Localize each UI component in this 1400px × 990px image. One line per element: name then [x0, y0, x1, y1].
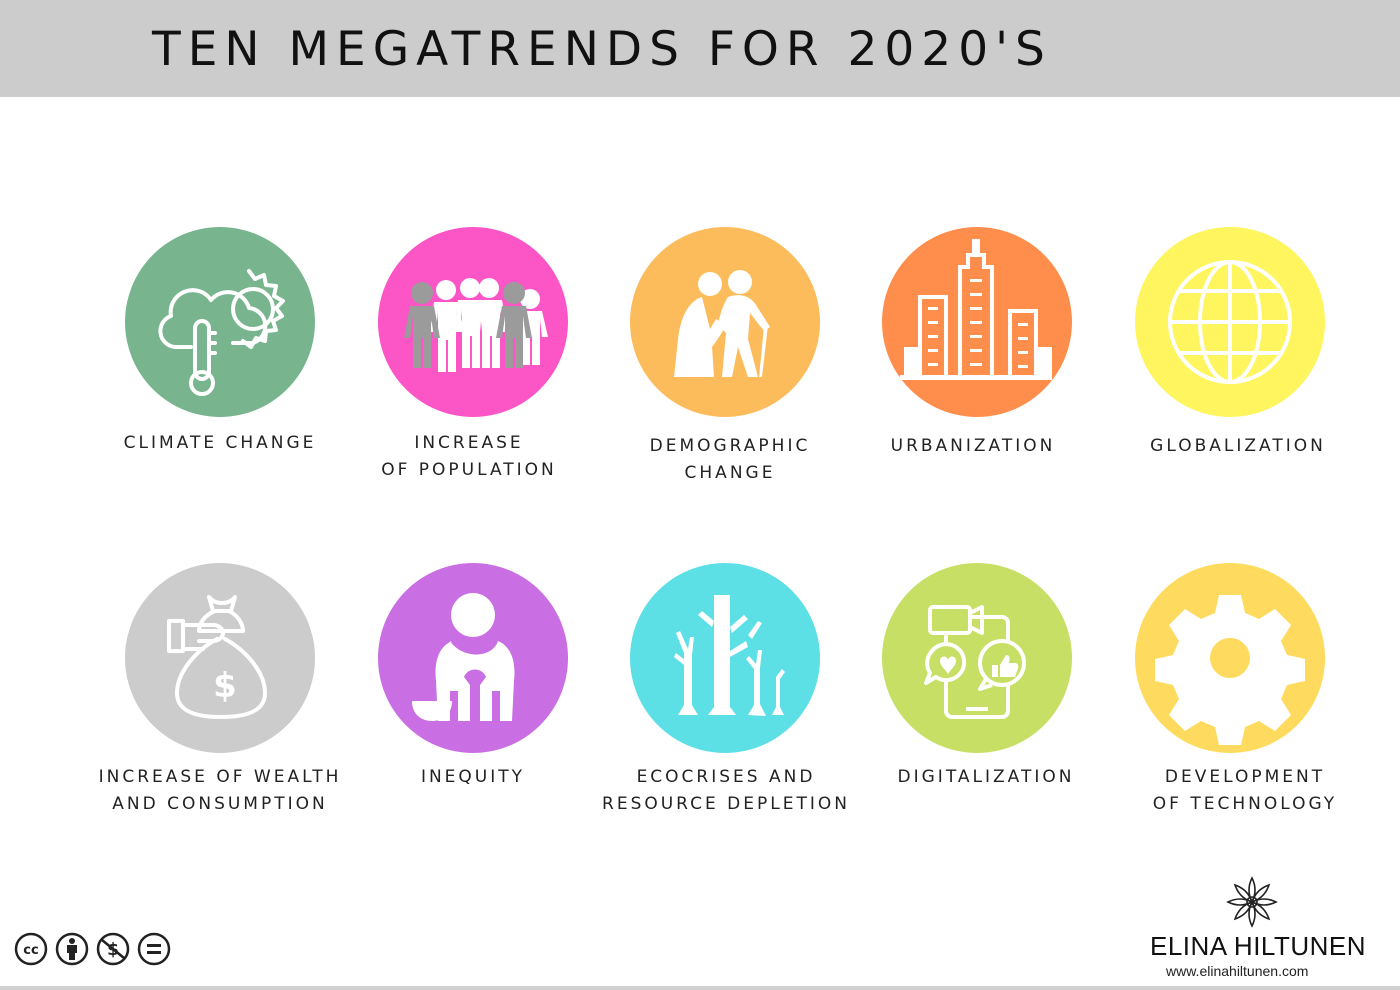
trend-circle-inequity: [378, 563, 568, 753]
gear-icon: [1155, 595, 1305, 745]
smartphone-social-icon: [924, 605, 1026, 719]
license-icons: cc $: [14, 932, 171, 966]
trend-circle-population: [378, 227, 568, 417]
trend-label-globalization: GLOBALIZATION: [1150, 436, 1326, 456]
trend-label-demographic-change: DEMOGRAPHIC CHANGE: [649, 436, 811, 483]
header-bar: [0, 0, 1400, 97]
brand-name: ELINA HILTUNEN: [1150, 931, 1367, 961]
brand-url: www.elinahiltunen.com: [1166, 963, 1309, 979]
dead-trees-icon: [674, 595, 785, 716]
trend-circle-ecocrises: [630, 563, 820, 753]
trend-circle-globalization: [1135, 227, 1325, 417]
non-commercial-icon: $: [96, 932, 130, 966]
trend-label-population: INCREASE OF POPULATION: [381, 433, 557, 480]
bottom-divider: [0, 986, 1400, 990]
by-attribution-icon: [55, 932, 89, 966]
elderly-people-icon: [674, 270, 770, 377]
trend-label-urbanization: URBANIZATION: [890, 436, 1056, 456]
page-title: TEN MEGATRENDS FOR 2020'S: [152, 22, 1052, 77]
trend-label-digitalization: DIGITALIZATION: [897, 767, 1075, 787]
mandala-logo-icon: [1226, 876, 1278, 928]
trend-label-wealth: INCREASE OF WEALTH AND CONSUMPTION: [98, 767, 342, 814]
trend-label-ecocrises: ECOCRISES AND RESOURCE DEPLETION: [602, 767, 850, 814]
trend-label-inequity: INEQUITY: [420, 767, 526, 787]
trend-circle-wealth: $: [125, 563, 315, 753]
svg-text:cc: cc: [23, 943, 38, 958]
no-derivatives-icon: [137, 932, 171, 966]
climate-icon: [158, 269, 285, 396]
trend-circle-technology: [1135, 563, 1325, 753]
trend-label-climate-change: CLIMATE CHANGE: [123, 433, 317, 453]
trend-circle-digitalization: [882, 563, 1072, 753]
money-bag-icon: $: [167, 595, 267, 719]
trend-label-technology: DEVELOPMENT OF TECHNOLOGY: [1152, 767, 1338, 814]
trend-circle-demographic-change: [630, 227, 820, 417]
trend-circle-urbanization: [882, 227, 1072, 417]
svg-text:$: $: [213, 666, 237, 706]
beggar-icon: [412, 593, 515, 721]
cc-icon: cc: [14, 932, 48, 966]
population-icon: [404, 278, 548, 372]
trend-circle-climate-change: [125, 227, 315, 417]
globe-icon: [1168, 260, 1292, 384]
city-buildings-icon: [900, 239, 1052, 380]
